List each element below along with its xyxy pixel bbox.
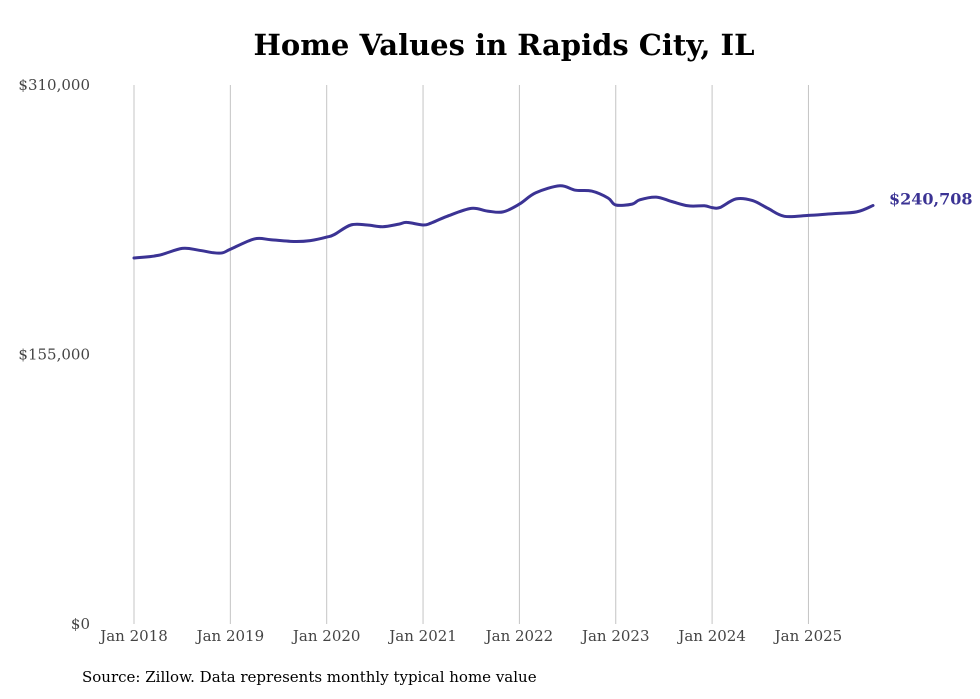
x-tick-label: Jan 2023 bbox=[580, 627, 650, 645]
series-layer: $240,708 bbox=[132, 184, 973, 260]
source-note: Source: Zillow. Data represents monthly … bbox=[82, 668, 537, 686]
x-tick-label: Jan 2021 bbox=[387, 627, 457, 645]
series-line bbox=[132, 184, 875, 260]
x-tick-label: Jan 2019 bbox=[195, 627, 265, 645]
x-tick-label: Jan 2024 bbox=[676, 627, 746, 645]
y-axis-ticks: $0 $155,000 $310,000 bbox=[18, 76, 90, 633]
y-tick-label: $155,000 bbox=[18, 346, 90, 364]
x-axis-ticks: Jan 2018 Jan 2019 Jan 2020 Jan 2021 Jan 2022… bbox=[98, 627, 842, 645]
x-tick-label: Jan 2020 bbox=[291, 627, 361, 645]
y-tick-label: $0 bbox=[71, 615, 90, 633]
x-tick-label: Jan 2025 bbox=[773, 627, 843, 645]
gridlines bbox=[133, 85, 809, 624]
chart-title: Home Values in Rapids City, IL bbox=[253, 28, 755, 62]
end-value-label: $240,708 bbox=[889, 189, 973, 208]
y-tick-label: $310,000 bbox=[18, 76, 90, 94]
x-tick-label: Jan 2018 bbox=[98, 627, 168, 645]
x-tick-label: Jan 2022 bbox=[484, 627, 554, 645]
